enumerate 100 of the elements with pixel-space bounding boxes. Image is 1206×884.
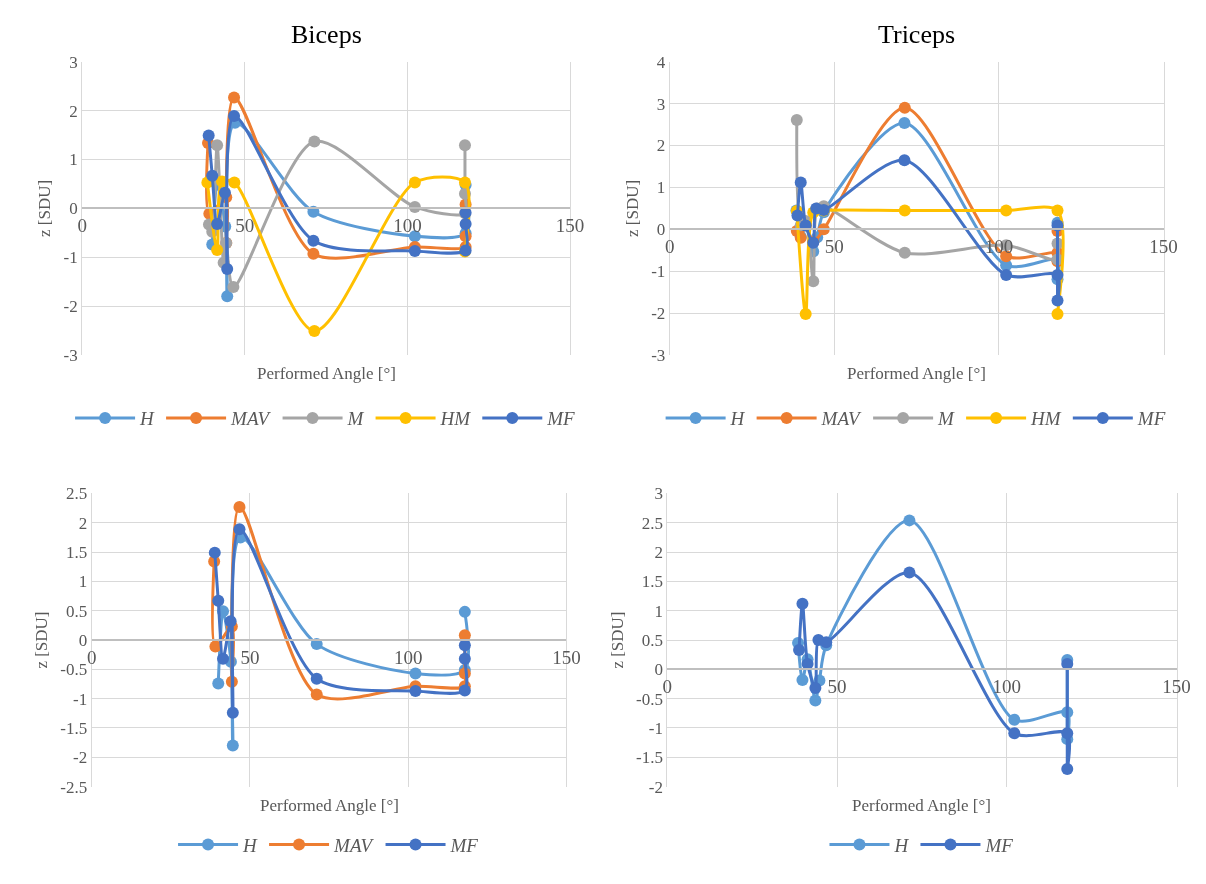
point bbox=[211, 139, 224, 152]
chart-title: Triceps bbox=[878, 20, 956, 49]
y-axis-title: z [SDU] bbox=[31, 611, 51, 669]
point bbox=[898, 116, 911, 129]
point bbox=[226, 739, 239, 752]
point bbox=[458, 684, 471, 697]
legend-label: H bbox=[729, 408, 746, 430]
x-axis-title: Performed Angle [°] bbox=[847, 364, 986, 383]
legend-label: MF bbox=[546, 408, 576, 430]
point bbox=[796, 597, 809, 610]
point bbox=[1000, 268, 1013, 281]
x-tick-label: 150 bbox=[1149, 235, 1178, 257]
y-tick-label: 2.5 bbox=[66, 484, 88, 504]
point bbox=[458, 139, 471, 152]
point bbox=[903, 514, 916, 527]
point bbox=[791, 209, 804, 222]
y-axis-title: z [SDU] bbox=[607, 611, 627, 669]
y-tick-label: 2 bbox=[656, 136, 666, 156]
y-tick-label: -1 bbox=[651, 262, 666, 282]
legend-label: MAV bbox=[230, 408, 272, 430]
y-tick-label: 3 bbox=[656, 94, 666, 114]
point bbox=[1051, 294, 1064, 307]
point bbox=[224, 615, 237, 628]
x-tick-label: 100 bbox=[992, 675, 1022, 697]
point bbox=[221, 290, 234, 303]
point bbox=[228, 91, 241, 104]
point bbox=[458, 652, 471, 665]
point bbox=[202, 129, 215, 142]
legend-label: H bbox=[242, 834, 259, 856]
y-tick-label: 2 bbox=[654, 543, 663, 562]
point bbox=[898, 101, 911, 114]
point bbox=[903, 566, 916, 579]
point bbox=[228, 176, 241, 189]
y-tick-label: 1.5 bbox=[641, 572, 663, 592]
y-tick-label: -1.5 bbox=[636, 748, 663, 768]
y-tick-label: 0.5 bbox=[641, 630, 663, 650]
y-tick-label: 1 bbox=[69, 150, 78, 170]
point bbox=[1051, 307, 1064, 320]
point bbox=[409, 667, 422, 680]
legend-label: MF bbox=[1136, 408, 1166, 430]
x-axis-title: Performed Angle [°] bbox=[852, 796, 991, 815]
point bbox=[212, 677, 225, 690]
point bbox=[1008, 713, 1021, 726]
point bbox=[1061, 727, 1074, 740]
point bbox=[459, 218, 472, 231]
point bbox=[799, 307, 812, 320]
y-tick-label: 1.5 bbox=[66, 543, 88, 562]
legend-label: MAV bbox=[333, 834, 375, 856]
point bbox=[221, 262, 234, 275]
point bbox=[408, 244, 421, 257]
point bbox=[211, 218, 224, 231]
point bbox=[1051, 204, 1064, 217]
y-tick-label: -1.5 bbox=[60, 718, 88, 738]
point bbox=[208, 546, 221, 559]
y-tick-label: -2 bbox=[648, 777, 663, 797]
point bbox=[308, 325, 321, 338]
point bbox=[217, 652, 230, 665]
point bbox=[1008, 727, 1021, 740]
x-tick-label: 150 bbox=[552, 646, 581, 668]
legend-label: M bbox=[346, 408, 365, 430]
x-axis-title: Performed Angle [°] bbox=[257, 364, 396, 383]
point bbox=[227, 281, 240, 294]
point bbox=[211, 243, 224, 256]
x-tick-label: 150 bbox=[555, 214, 585, 236]
point bbox=[218, 186, 231, 199]
y-tick-label: 3 bbox=[654, 484, 663, 504]
point bbox=[307, 234, 320, 247]
point bbox=[898, 154, 911, 167]
x-tick-label: 50 bbox=[240, 646, 260, 668]
y-tick-label: 3 bbox=[69, 52, 78, 72]
legend-label: MAV bbox=[820, 408, 863, 430]
point bbox=[228, 110, 241, 123]
y-tick-label: 0 bbox=[69, 199, 78, 219]
y-tick-label: -1 bbox=[63, 248, 78, 268]
y-tick-label: -2.5 bbox=[60, 777, 88, 797]
y-tick-label: 4 bbox=[656, 52, 666, 72]
y-tick-label: 2.5 bbox=[641, 513, 663, 533]
y-tick-label: -3 bbox=[651, 345, 666, 365]
legend-label: MF bbox=[984, 834, 1014, 856]
y-tick-label: 1 bbox=[78, 572, 88, 592]
point bbox=[310, 688, 323, 701]
y-tick-label: -1 bbox=[648, 718, 663, 738]
x-tick-label: 100 bbox=[393, 646, 423, 668]
y-tick-label: 0.5 bbox=[66, 601, 88, 621]
point bbox=[793, 643, 806, 656]
point bbox=[308, 135, 321, 148]
legend-label: H bbox=[893, 834, 910, 856]
y-tick-label: -3 bbox=[63, 345, 78, 365]
point bbox=[796, 673, 809, 686]
y-axis-title: z [SDU] bbox=[622, 179, 642, 237]
y-tick-label: -0.5 bbox=[636, 689, 663, 709]
point bbox=[212, 594, 225, 607]
y-tick-label: 2 bbox=[78, 513, 88, 533]
y-tick-label: -2 bbox=[651, 304, 666, 324]
legend-label: HM bbox=[1030, 408, 1062, 430]
point bbox=[794, 176, 807, 189]
point bbox=[226, 706, 239, 719]
legend-label: H bbox=[139, 408, 156, 430]
point bbox=[1051, 268, 1064, 281]
legend-label: HM bbox=[439, 408, 472, 430]
